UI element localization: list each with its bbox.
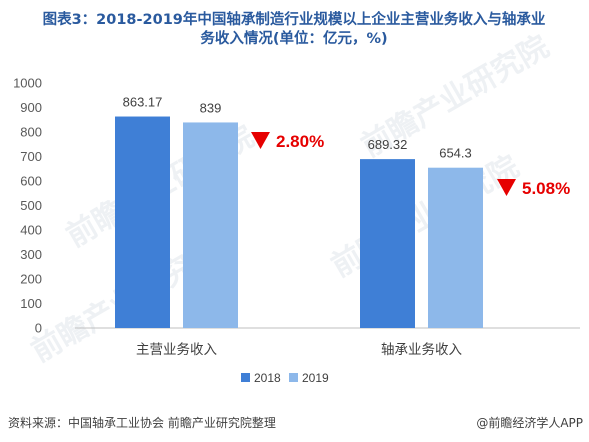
chart-title-line1: 图表3：2018-2019年中国轴承制造行业规模以上企业主营业务收入与轴承业: [43, 10, 546, 28]
chart-title-line2: 务收入情况(单位：亿元，%): [200, 29, 387, 47]
bar-2019-0: [183, 122, 238, 328]
y-tick-label: 200: [20, 272, 42, 287]
data-label-2018-0: 863.17: [123, 95, 163, 110]
change-percent-label: 2.80%: [276, 132, 324, 151]
source-note: 资料来源：中国轴承工业协会 前瞻产业研究院整理: [8, 415, 276, 430]
y-tick-label: 600: [20, 174, 42, 189]
legend-swatch-2019: [289, 373, 298, 382]
y-axis: 0 100 200 300 400 500 600 700 800 900 1000: [13, 76, 42, 336]
y-tick-label: 900: [20, 100, 42, 115]
change-annotations: 2.80% 5.08%: [251, 132, 570, 198]
watermark-text: 前瞻产业研究院: [326, 149, 525, 284]
data-label-2018-1: 689.32: [368, 137, 408, 152]
legend-label-2019: 2019: [302, 371, 329, 385]
down-triangle-icon: [251, 132, 270, 149]
change-percent-label: 5.08%: [522, 179, 570, 198]
y-tick-label: 300: [20, 247, 42, 262]
data-label-2019-1: 654.3: [439, 146, 472, 161]
bar-2019-1: [428, 167, 483, 328]
bar-2018-1: [360, 159, 415, 328]
legend-label-2018: 2018: [254, 371, 281, 385]
y-tick-label: 1000: [13, 76, 42, 91]
legend: 2018 2019: [241, 371, 329, 385]
y-tick-label: 500: [20, 198, 42, 213]
data-label-2019-0: 839: [200, 100, 222, 115]
y-tick-label: 400: [20, 223, 42, 238]
y-tick-label: 800: [20, 125, 42, 140]
x-category-label: 轴承业务收入: [381, 342, 462, 358]
bars: 863.17 839 689.32 654.3: [115, 95, 483, 329]
down-triangle-icon: [497, 179, 516, 196]
bar-2018-0: [115, 116, 170, 329]
x-category-label: 主营业务收入: [136, 342, 217, 358]
y-tick-label: 0: [35, 321, 42, 336]
legend-swatch-2018: [241, 373, 250, 382]
y-tick-label: 100: [20, 296, 42, 311]
y-tick-label: 700: [20, 149, 42, 164]
brand-credit: @前瞻经济学人APP: [476, 415, 583, 430]
x-axis: 主营业务收入 轴承业务收入: [136, 342, 462, 358]
